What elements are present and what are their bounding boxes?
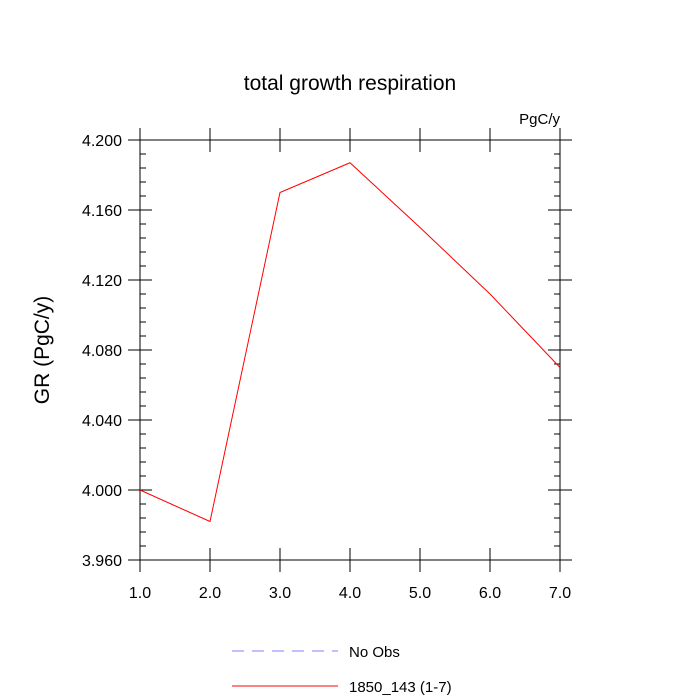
y-tick-label: 4.200 xyxy=(82,133,122,150)
y-tick-label: 4.000 xyxy=(82,483,122,500)
chart-title: total growth respiration xyxy=(244,72,456,95)
legend-label: No Obs xyxy=(349,644,400,661)
x-tick-label: 4.0 xyxy=(339,585,361,602)
y-tick-label: 4.160 xyxy=(82,203,122,220)
y-axis-label: GR (PgC/y) xyxy=(31,296,54,405)
legend: No Obs 1850_143 (1-7) xyxy=(232,644,452,696)
x-tick-labels: 1.0 2.0 3.0 4.0 5.0 6.0 7.0 xyxy=(129,585,571,602)
series-layer xyxy=(139,162,561,523)
axis-ticks xyxy=(128,128,572,572)
units-label: PgC/y xyxy=(519,111,560,128)
y-tick-label: 4.080 xyxy=(82,343,122,360)
x-tick-label: 3.0 xyxy=(269,585,291,602)
y-tick-label: 3.960 xyxy=(82,553,122,570)
y-tick-labels: 3.960 4.000 4.040 4.080 4.120 4.160 4.200 xyxy=(82,133,122,570)
y-tick-label: 4.120 xyxy=(82,273,122,290)
series-line xyxy=(139,162,561,523)
x-tick-label: 6.0 xyxy=(479,585,501,602)
plot-frame xyxy=(139,139,561,561)
x-tick-label: 1.0 xyxy=(129,585,151,602)
x-tick-label: 5.0 xyxy=(409,585,431,602)
x-tick-label: 7.0 xyxy=(549,585,571,602)
legend-label: 1850_143 (1-7) xyxy=(349,679,452,696)
x-tick-label: 2.0 xyxy=(199,585,221,602)
y-tick-label: 4.040 xyxy=(82,413,122,430)
